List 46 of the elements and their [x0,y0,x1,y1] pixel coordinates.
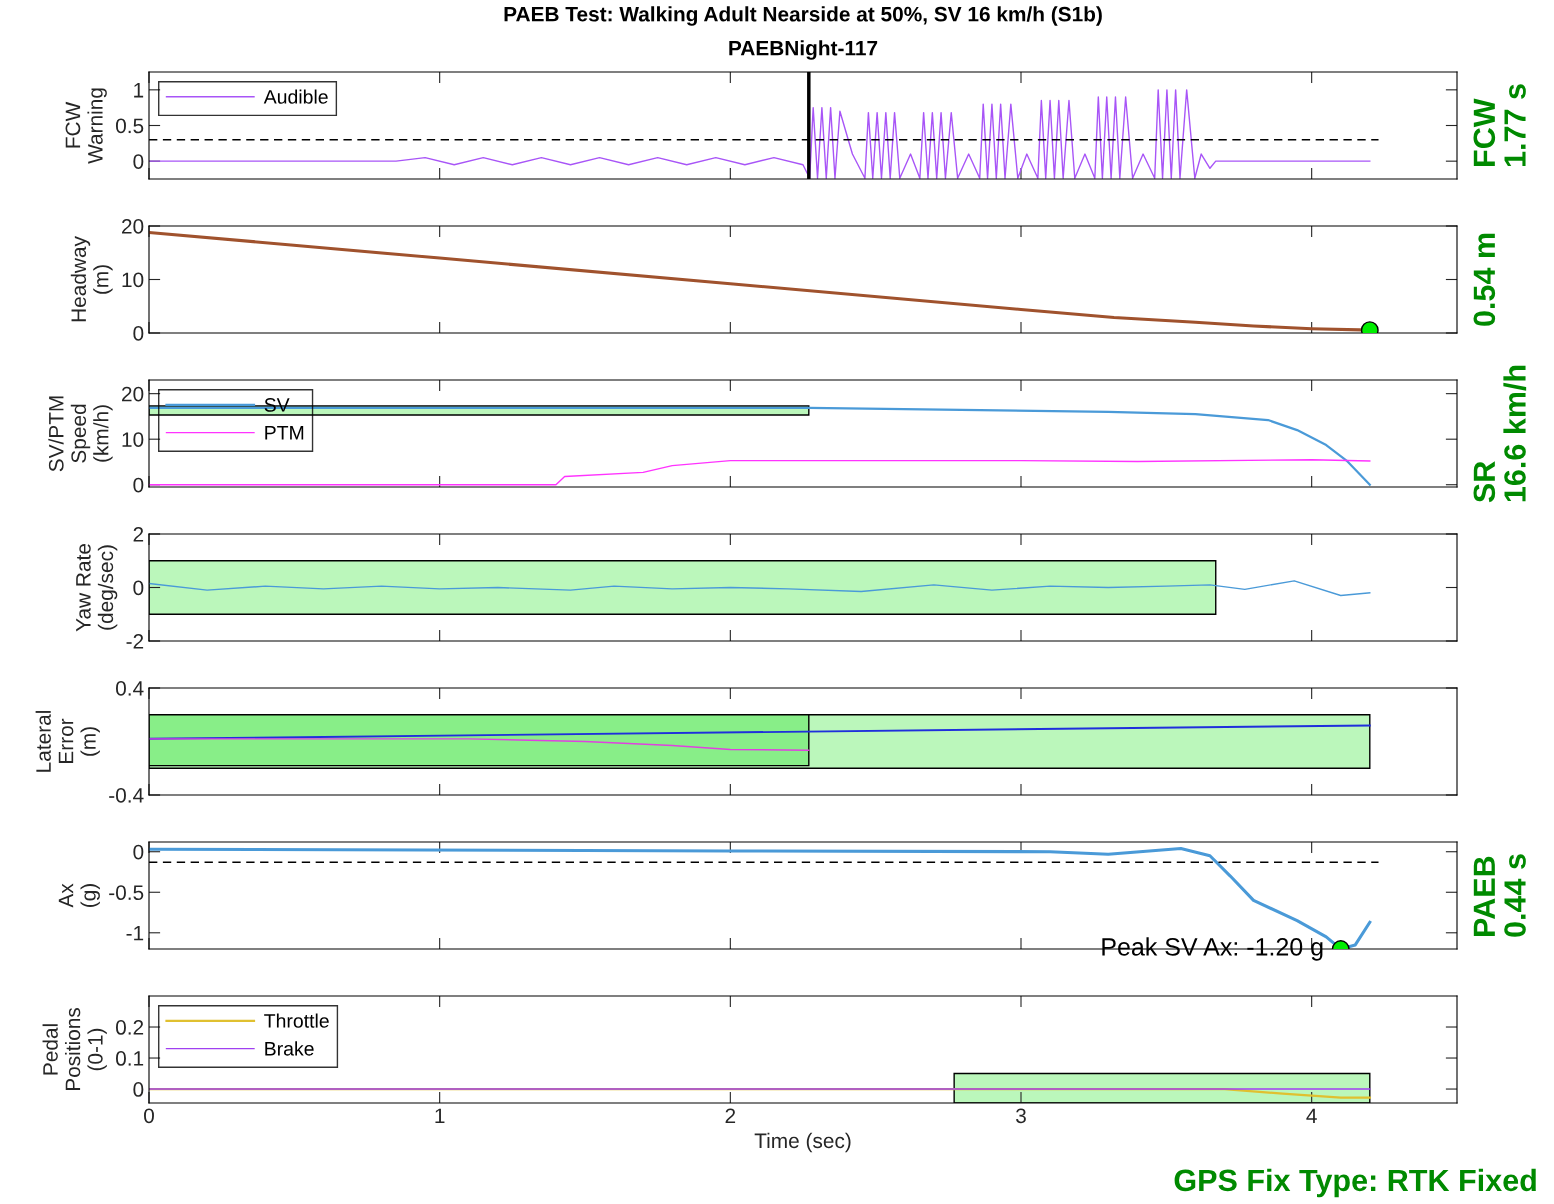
x-tick-label: 1 [435,1108,445,1123]
y-tick-label: 0 [133,844,144,860]
y-tick-label: 20 [122,386,144,402]
text: SR 16.6 km/h [1473,365,1527,503]
y-axis-title: Ax (g) [58,883,100,908]
y-tick-label: 0.1 [115,1051,144,1066]
text: FCW 1.77 s [1473,84,1526,167]
y-tick-label: 0 [133,477,144,493]
y-tick-label: 0.4 [115,681,144,696]
chart-subtitle: PAEBNight-117 [729,40,878,60]
y-tick-label: 0.2 [115,1020,144,1035]
text: 0.54 m [1473,233,1496,326]
x-tick-label: 3 [1016,1108,1026,1124]
y-axis-title: SV/PTM Speed (km/h) [48,396,113,472]
text: GPS Fix Type: RTK Fixed [1174,1168,1536,1198]
y-tick-label: 20 [122,219,144,234]
y-tick-label: 0.5 [115,118,144,134]
y-tick-label: 0 [133,326,144,341]
x-tick-label: 2 [725,1108,736,1123]
y-tick-label: 2 [133,527,144,542]
y-axis-title: Pedal Positions (0-1) [42,1007,107,1091]
y-tick-label: -0.4 [109,788,144,803]
annotation: Peak SV Ax: -1.20 g [1102,937,1323,961]
y-tick-label: -1 [126,926,144,941]
y-tick-label: -2 [126,634,144,649]
legend-label: SV [264,398,290,412]
y-axis-title: Yaw Rate (deg/sec) [76,544,118,632]
y-axis-title: Lateral Error (m) [35,711,100,772]
y-tick-label: 1 [134,83,144,98]
legend-label: Brake [265,1041,314,1056]
legend-label: Audible [263,89,328,104]
y-tick-label: 10 [122,432,144,447]
x-tick-label: 0 [144,1108,154,1124]
y-tick-label: -0.5 [109,885,144,901]
y-tick-label: 0 [133,580,144,596]
text: PAEB 0.44 s [1473,854,1526,937]
y-tick-label: 0 [133,1082,144,1097]
y-axis-title: Headway (m) [70,236,113,322]
chart-title: PAEB Test: Walking Adult Nearside at 50%, SV 16 km/h (S1b) [504,6,1102,26]
x-axis-title: Time (sec) [754,1132,851,1153]
legend-label: PTM [265,426,304,440]
y-tick-label: 0 [133,154,144,169]
y-tick-label: 10 [122,272,144,288]
x-tick-label: 4 [1306,1108,1317,1123]
legend-label: Throttle [264,1013,329,1028]
y-axis-title: FCW Warning [65,88,107,164]
